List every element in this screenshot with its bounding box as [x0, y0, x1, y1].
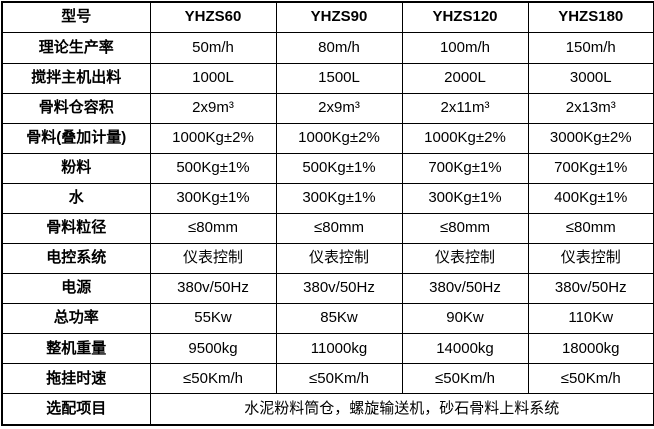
table-row-power-supply: 电源 380v/50Hz 380v/50Hz 380v/50Hz 380v/50… [1, 273, 654, 305]
table-row-aggregate-size: 骨料粒径 ≤80mm ≤80mm ≤80mm ≤80mm [1, 212, 654, 244]
spec-value: ≤50Km/h [149, 363, 277, 395]
spec-value: 仪表控制 [149, 242, 277, 275]
row-label: 整机重量 [1, 333, 151, 365]
column-header-yhzs120: YHZS120 [401, 1, 529, 34]
spec-value: 1000Kg±2% [275, 122, 403, 154]
spec-value: ≤80mm [275, 212, 403, 244]
spec-value: 2x9m³ [275, 92, 403, 124]
table-header-row: 型号 YHZS60 YHZS90 YHZS120 YHZS180 [1, 1, 654, 34]
spec-value: 3000L [527, 62, 654, 94]
spec-value: 85Kw [275, 303, 403, 335]
row-label: 拖挂时速 [1, 363, 151, 395]
table-row-total-weight: 整机重量 9500kg 11000kg 14000kg 18000kg [1, 333, 654, 365]
optional-items-value: 水泥粉料筒仓，螺旋输送机，砂石骨料上料系统 [149, 393, 654, 426]
table-row-control-system: 电控系统 仪表控制 仪表控制 仪表控制 仪表控制 [1, 242, 654, 275]
spec-value: 1000Kg±2% [401, 122, 529, 154]
spec-value: 380v/50Hz [149, 273, 277, 305]
row-label: 选配项目 [1, 393, 151, 426]
spec-value: 380v/50Hz [401, 273, 529, 305]
row-label: 粉料 [1, 152, 151, 184]
table-row-towing-speed: 拖挂时速 ≤50Km/h ≤50Km/h ≤50Km/h ≤50Km/h [1, 363, 654, 395]
spec-value: 80m/h [275, 32, 403, 64]
table-row-optional-items: 选配项目 水泥粉料筒仓，螺旋输送机，砂石骨料上料系统 [1, 393, 654, 426]
spec-value: 300Kg±1% [275, 182, 403, 214]
spec-value: 50m/h [149, 32, 277, 64]
table-row-mixer-discharge: 搅拌主机出料 1000L 1500L 2000L 3000L [1, 62, 654, 94]
spec-value: 380v/50Hz [527, 273, 654, 305]
row-label: 电源 [1, 273, 151, 305]
spec-value: 仪表控制 [401, 242, 529, 275]
table-row-total-power: 总功率 55Kw 85Kw 90Kw 110Kw [1, 303, 654, 335]
table-row-powder: 粉料 500Kg±1% 500Kg±1% 700Kg±1% 700Kg±1% [1, 152, 654, 184]
spec-value: 11000kg [275, 333, 403, 365]
spec-value: 2000L [401, 62, 529, 94]
row-label: 搅拌主机出料 [1, 62, 151, 94]
spec-value: 400Kg±1% [527, 182, 654, 214]
column-header-yhzs180: YHZS180 [527, 1, 654, 34]
row-label: 骨料粒径 [1, 212, 151, 244]
spec-value: 500Kg±1% [275, 152, 403, 184]
spec-value: 1000L [149, 62, 277, 94]
spec-value: ≤50Km/h [527, 363, 654, 395]
spec-value: 500Kg±1% [149, 152, 277, 184]
spec-value: 仪表控制 [527, 242, 654, 275]
spec-value: 110Kw [527, 303, 654, 335]
spec-value: 仪表控制 [275, 242, 403, 275]
row-label: 理论生产率 [1, 32, 151, 64]
table-row-water: 水 300Kg±1% 300Kg±1% 300Kg±1% 400Kg±1% [1, 182, 654, 214]
spec-value: 2x11m³ [401, 92, 529, 124]
spec-value: 55Kw [149, 303, 277, 335]
row-label: 骨料(叠加计量) [1, 122, 151, 154]
row-label: 总功率 [1, 303, 151, 335]
spec-value: 1500L [275, 62, 403, 94]
column-header-yhzs60: YHZS60 [149, 1, 277, 34]
spec-value: ≤80mm [527, 212, 654, 244]
spec-value: 3000Kg±2% [527, 122, 654, 154]
table-row-aggregate-bin-volume: 骨料仓容积 2x9m³ 2x9m³ 2x11m³ 2x13m³ [1, 92, 654, 124]
table-row-production-rate: 理论生产率 50m/h 80m/h 100m/h 150m/h [1, 32, 654, 64]
column-header-yhzs90: YHZS90 [275, 1, 403, 34]
spec-value: ≤50Km/h [401, 363, 529, 395]
spec-value: 700Kg±1% [401, 152, 529, 184]
spec-value: ≤80mm [149, 212, 277, 244]
spec-value: 300Kg±1% [401, 182, 529, 214]
spec-value: 9500kg [149, 333, 277, 365]
spec-value: 380v/50Hz [275, 273, 403, 305]
row-label: 水 [1, 182, 151, 214]
spec-value: 100m/h [401, 32, 529, 64]
spec-value: 14000kg [401, 333, 529, 365]
spec-value: 1000Kg±2% [149, 122, 277, 154]
corner-header-model-label: 型号 [1, 1, 151, 34]
spec-value: 150m/h [527, 32, 654, 64]
row-label: 电控系统 [1, 242, 151, 275]
spec-value: 300Kg±1% [149, 182, 277, 214]
spec-value: 2x9m³ [149, 92, 277, 124]
spec-value: 700Kg±1% [527, 152, 654, 184]
spec-value: ≤80mm [401, 212, 529, 244]
spec-value: 18000kg [527, 333, 654, 365]
spec-value: ≤50Km/h [275, 363, 403, 395]
table-row-aggregate-weighing: 骨料(叠加计量) 1000Kg±2% 1000Kg±2% 1000Kg±2% 3… [1, 122, 654, 154]
spec-value: 2x13m³ [527, 92, 654, 124]
spec-value: 90Kw [401, 303, 529, 335]
row-label: 骨料仓容积 [1, 92, 151, 124]
